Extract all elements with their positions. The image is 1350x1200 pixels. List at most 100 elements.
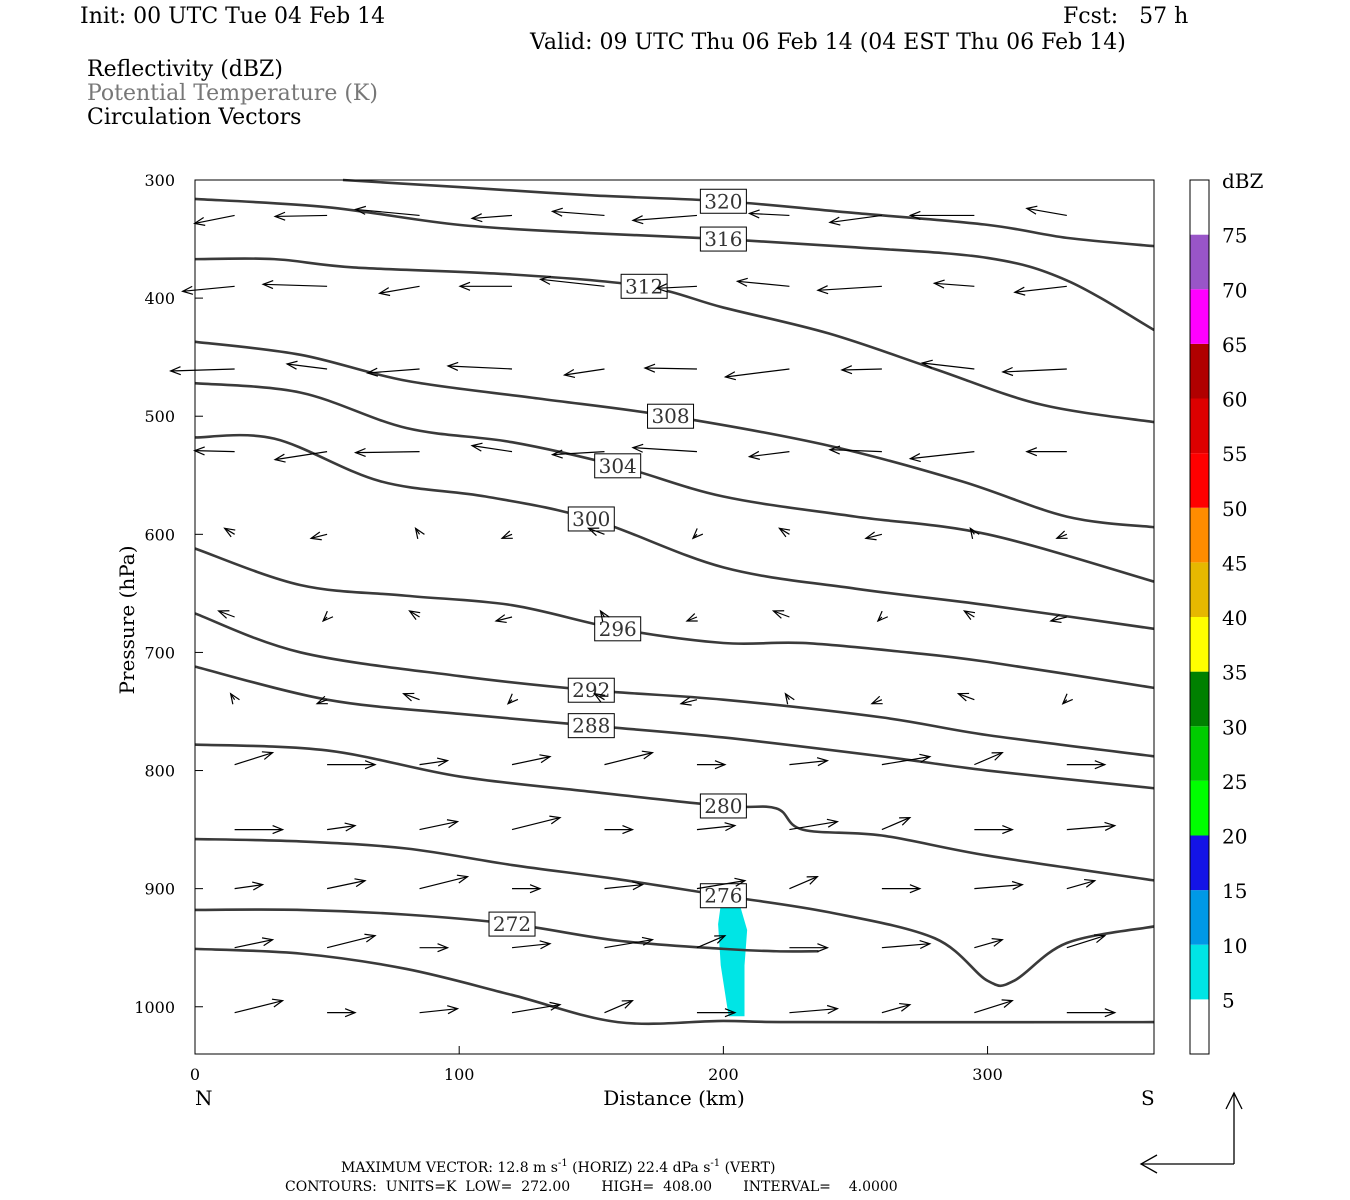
colorbar-level-label: 75 — [1222, 224, 1247, 248]
circulation-vector — [631, 443, 697, 453]
circulation-vector — [419, 874, 470, 890]
circulation-vector — [876, 610, 889, 623]
theta-contour — [194, 665, 1155, 790]
north-end-label: N — [195, 1086, 213, 1110]
circulation-vector — [1066, 878, 1097, 890]
circulation-vector — [771, 610, 790, 619]
circulation-vector — [419, 1005, 460, 1015]
circulation-vector — [550, 207, 605, 217]
circulation-vector — [193, 214, 235, 226]
circulation-vector — [747, 209, 790, 219]
circulation-vector — [864, 531, 883, 541]
circulation-vector — [956, 692, 975, 702]
circulation-vector — [685, 613, 698, 622]
theta-contour — [194, 433, 1155, 631]
plot-frame — [194, 179, 1155, 1055]
colorbar-segment — [1190, 507, 1209, 563]
circulation-vector — [309, 531, 328, 541]
circulation-vector — [223, 527, 236, 538]
theta-contour — [194, 340, 1155, 529]
colorbar-level-label: 70 — [1222, 278, 1247, 302]
circulation-vector — [458, 281, 513, 291]
colorbar-bottom-segment — [1190, 999, 1209, 1054]
colorbar-segment — [1190, 562, 1209, 617]
circulation-vector — [691, 528, 704, 540]
circulation-vector — [402, 692, 420, 702]
circulation-vector — [696, 935, 727, 949]
theta-contour — [194, 547, 1155, 690]
circulation-vector — [599, 609, 610, 622]
y-axis-label: Pressure (hPa) — [115, 546, 139, 695]
contour-label-box — [699, 883, 747, 909]
circulation-vector — [828, 214, 882, 226]
circulation-vector — [193, 446, 235, 456]
circulation-vector — [747, 450, 790, 460]
field-label-potential-temperature: Potential Temperature (K) — [87, 81, 378, 106]
x-tick-label: 0 — [190, 1065, 200, 1084]
circulation-vector — [1001, 366, 1067, 377]
circulation-vector — [511, 940, 552, 950]
field-label-reflectivity: Reflectivity (dBZ) — [87, 57, 283, 82]
circulation-vector — [414, 526, 425, 539]
contour-label: 292 — [572, 678, 610, 702]
x-tick-label: 200 — [708, 1065, 739, 1084]
colorbar-level-label: 55 — [1222, 442, 1247, 466]
forecast-hour: Fcst: 57 h — [1063, 4, 1189, 29]
circulation-vector — [511, 815, 562, 831]
circulation-vector — [550, 449, 605, 459]
colorbar: 5 10 15 20 25 30 35 40 45 50 55 60 65 70 75 — [1189, 179, 1247, 1055]
circulation-vector — [974, 938, 1004, 949]
x-tick-label: 300 — [972, 1065, 1003, 1084]
colorbar-level-label: 35 — [1222, 661, 1247, 685]
contour-label-box — [567, 677, 615, 703]
circulation-vector — [604, 1000, 634, 1014]
x-axis-label: Distance (km) — [603, 1086, 745, 1110]
circulation-vector — [881, 1002, 912, 1014]
circulation-vector — [1049, 614, 1067, 624]
colorbar-level-label: 45 — [1222, 551, 1247, 575]
colorbar-level-label: 60 — [1222, 388, 1247, 412]
circulation-vector — [789, 757, 830, 767]
circulation-vector — [1061, 693, 1073, 705]
circulation-vector — [511, 754, 552, 766]
circulation-vector — [696, 822, 737, 832]
contour-label-box — [699, 188, 747, 214]
circulation-vector — [234, 825, 285, 835]
circulation-vector — [446, 361, 513, 371]
circulation-vector — [1055, 530, 1068, 539]
circulation-vector — [1066, 760, 1107, 770]
y-tick-label: 900 — [144, 880, 175, 899]
circulation-vector — [229, 692, 240, 705]
reflectivity-layer — [718, 886, 748, 1017]
circulation-vector — [234, 881, 265, 891]
circulation-vector — [723, 368, 790, 381]
circulation-vector — [419, 819, 460, 831]
y-tick-label: 400 — [144, 289, 175, 308]
circulation-vector — [593, 692, 606, 703]
south-end-label: S — [1141, 1086, 1155, 1110]
colorbar-level-label: 65 — [1222, 333, 1247, 357]
circulation-vector — [169, 366, 235, 376]
circulation-vector — [353, 205, 420, 217]
theta-contour — [342, 178, 1155, 248]
circulation-vector — [353, 447, 420, 458]
contour-label-box — [594, 453, 642, 479]
circulation-vector — [789, 1004, 840, 1015]
contour-label-box — [567, 713, 615, 739]
circulation-vector — [377, 285, 420, 297]
circulation-vector — [1066, 1008, 1117, 1018]
circulation-vector — [512, 884, 542, 894]
theta-contour — [194, 837, 1155, 988]
y-tick-label: 500 — [144, 407, 175, 426]
circulation-vector — [1013, 285, 1067, 296]
circulation-vector — [321, 610, 334, 623]
circulation-vector — [696, 1008, 737, 1018]
circulation-vector — [789, 943, 830, 953]
circulation-vector — [696, 877, 747, 890]
circulation-vector — [735, 277, 790, 287]
contour-label: 316 — [704, 227, 742, 251]
theta-contour — [194, 612, 1155, 758]
colorbar-segment — [1190, 944, 1209, 1000]
colorbar-segment — [1190, 835, 1209, 891]
